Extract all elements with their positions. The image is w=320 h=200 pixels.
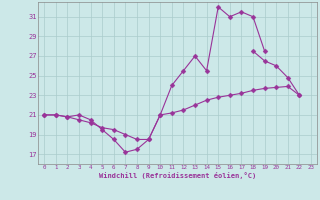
X-axis label: Windchill (Refroidissement éolien,°C): Windchill (Refroidissement éolien,°C) xyxy=(99,172,256,179)
